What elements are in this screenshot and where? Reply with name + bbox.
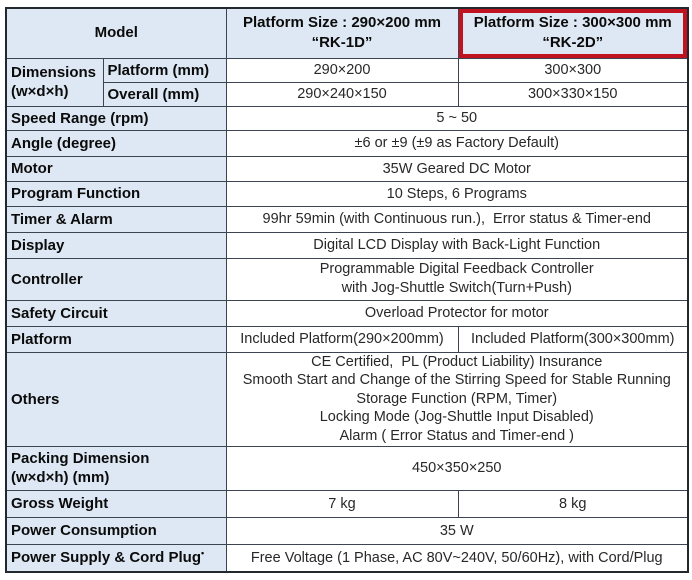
value-program-function: 10 Steps, 6 Programs [225, 180, 689, 207]
value-others: CE Certified, PL (Product Liability) Ins… [225, 351, 689, 447]
spec-table: Model Platform Size : 290×200 mm “RK-1D”… [5, 7, 689, 573]
label-controller: Controller [5, 257, 227, 301]
value-safety-circuit: Overload Protector for motor [225, 299, 689, 327]
value-display: Digital LCD Display with Back-Light Func… [225, 231, 689, 259]
label-packing-line1: Packing Dimension [11, 450, 150, 467]
header-rk2d-name: “RK-2D” [542, 34, 604, 52]
row-packing-dimension: Packing Dimension (w×d×h) (mm) 450×350×2… [5, 445, 689, 491]
value-others-line1: CE Certified, PL (Product Liability) Ins… [311, 353, 603, 370]
value-others-line5: Alarm ( Error Status and Timer-end ) [339, 427, 575, 444]
label-display: Display [5, 231, 227, 259]
value-others-line2: Smooth Start and Change of the Stirring … [242, 372, 671, 389]
label-platform-mm: Platform (mm) [102, 57, 227, 83]
header-rk2d-size: Platform Size : 300×300 mm [473, 14, 672, 32]
value-overall-mm-rk2d: 300×330×150 [457, 81, 689, 107]
label-speed-range: Speed Range (rpm) [5, 105, 227, 131]
label-angle: Angle (degree) [5, 129, 227, 157]
value-gross-weight-rk2d: 8 kg [457, 489, 689, 518]
label-timer-alarm: Timer & Alarm [5, 205, 227, 233]
row-gross-weight: Gross Weight 7 kg 8 kg [5, 489, 689, 518]
value-power-supply: Free Voltage (1 Phase, AC 80V~240V, 50/6… [225, 543, 689, 573]
label-power-supply: Power Supply & Cord Plug• [5, 543, 227, 573]
value-others-line4: Locking Mode (Jog-Shuttle Input Disabled… [319, 409, 594, 426]
value-platform-mm-rk2d: 300×300 [457, 57, 689, 83]
label-power-supply-text: Power Supply & Cord Plug [11, 549, 202, 567]
row-speed-range: Speed Range (rpm) 5 ~ 50 [5, 105, 689, 131]
label-motor: Motor [5, 155, 227, 182]
row-dimensions-platform: Dimensions (w×d×h) Platform (mm) 290×200… [5, 57, 689, 107]
value-controller-line2: with Jog-Shuttle Switch(Turn+Push) [341, 280, 572, 296]
value-platform-rk1d: Included Platform(290×200mm) [225, 325, 459, 353]
label-dimensions-line2: (w×d×h) [11, 83, 69, 100]
row-power-consumption: Power Consumption 35 W [5, 516, 689, 545]
row-safety-circuit: Safety Circuit Overload Protector for mo… [5, 299, 689, 327]
value-controller-line1: Programmable Digital Feedback Controller [319, 261, 594, 277]
label-others: Others [5, 351, 227, 447]
label-packing-dimension: Packing Dimension (w×d×h) (mm) [5, 445, 227, 491]
label-platform: Platform [5, 325, 227, 353]
row-motor: Motor 35W Geared DC Motor [5, 155, 689, 182]
row-platform: Platform Included Platform(290×200mm) In… [5, 325, 689, 353]
value-motor: 35W Geared DC Motor [225, 155, 689, 182]
label-gross-weight: Gross Weight [5, 489, 227, 518]
value-gross-weight-rk1d: 7 kg [225, 489, 459, 518]
row-program-function: Program Function 10 Steps, 6 Programs [5, 180, 689, 207]
row-dimensions-overall: Overall (mm) 290×240×150 300×330×150 [6, 81, 689, 107]
row-timer-alarm: Timer & Alarm 99hr 59min (with Continuou… [5, 205, 689, 233]
value-packing-dimension: 450×350×250 [225, 445, 689, 491]
label-safety-circuit: Safety Circuit [5, 299, 227, 327]
row-power-supply: Power Supply & Cord Plug• Free Voltage (… [5, 543, 689, 573]
row-display: Display Digital LCD Display with Back-Li… [5, 231, 689, 259]
label-dimensions-line1: Dimensions [11, 64, 97, 81]
value-controller: Programmable Digital Feedback Controller… [225, 257, 689, 301]
header-rk1d-size: Platform Size : 290×200 mm [242, 14, 441, 32]
header-row: Model Platform Size : 290×200 mm “RK-1D”… [5, 7, 689, 59]
footnote-marker: • [201, 548, 205, 559]
value-overall-mm-rk1d: 290×240×150 [225, 81, 459, 107]
header-rk1d-name: “RK-1D” [311, 34, 373, 52]
label-program-function: Program Function [5, 180, 227, 207]
row-controller: Controller Programmable Digital Feedback… [5, 257, 689, 301]
row-angle: Angle (degree) ±6 or ±9 (±9 as Factory D… [5, 129, 689, 157]
value-angle: ±6 or ±9 (±9 as Factory Default) [225, 129, 689, 157]
header-model: Model [5, 7, 227, 59]
value-speed-range: 5 ~ 50 [225, 105, 689, 131]
label-overall-mm: Overall (mm) [102, 81, 227, 107]
label-dimensions: Dimensions (w×d×h) [5, 57, 104, 107]
header-rk1d: Platform Size : 290×200 mm “RK-1D” [225, 7, 459, 59]
value-platform-mm-rk1d: 290×200 [225, 57, 459, 83]
value-timer-alarm: 99hr 59min (with Continuous run.), Error… [225, 205, 689, 233]
label-packing-line2: (w×d×h) (mm) [11, 469, 110, 486]
value-power-consumption: 35 W [225, 516, 689, 545]
header-rk2d-highlighted: Platform Size : 300×300 mm “RK-2D” [457, 7, 689, 59]
label-power-consumption: Power Consumption [5, 516, 227, 545]
value-others-line3: Storage Function (RPM, Timer) [356, 390, 558, 407]
row-others: Others CE Certified, PL (Product Liabili… [5, 351, 689, 447]
value-platform-rk2d: Included Platform(300×300mm) [457, 325, 689, 353]
